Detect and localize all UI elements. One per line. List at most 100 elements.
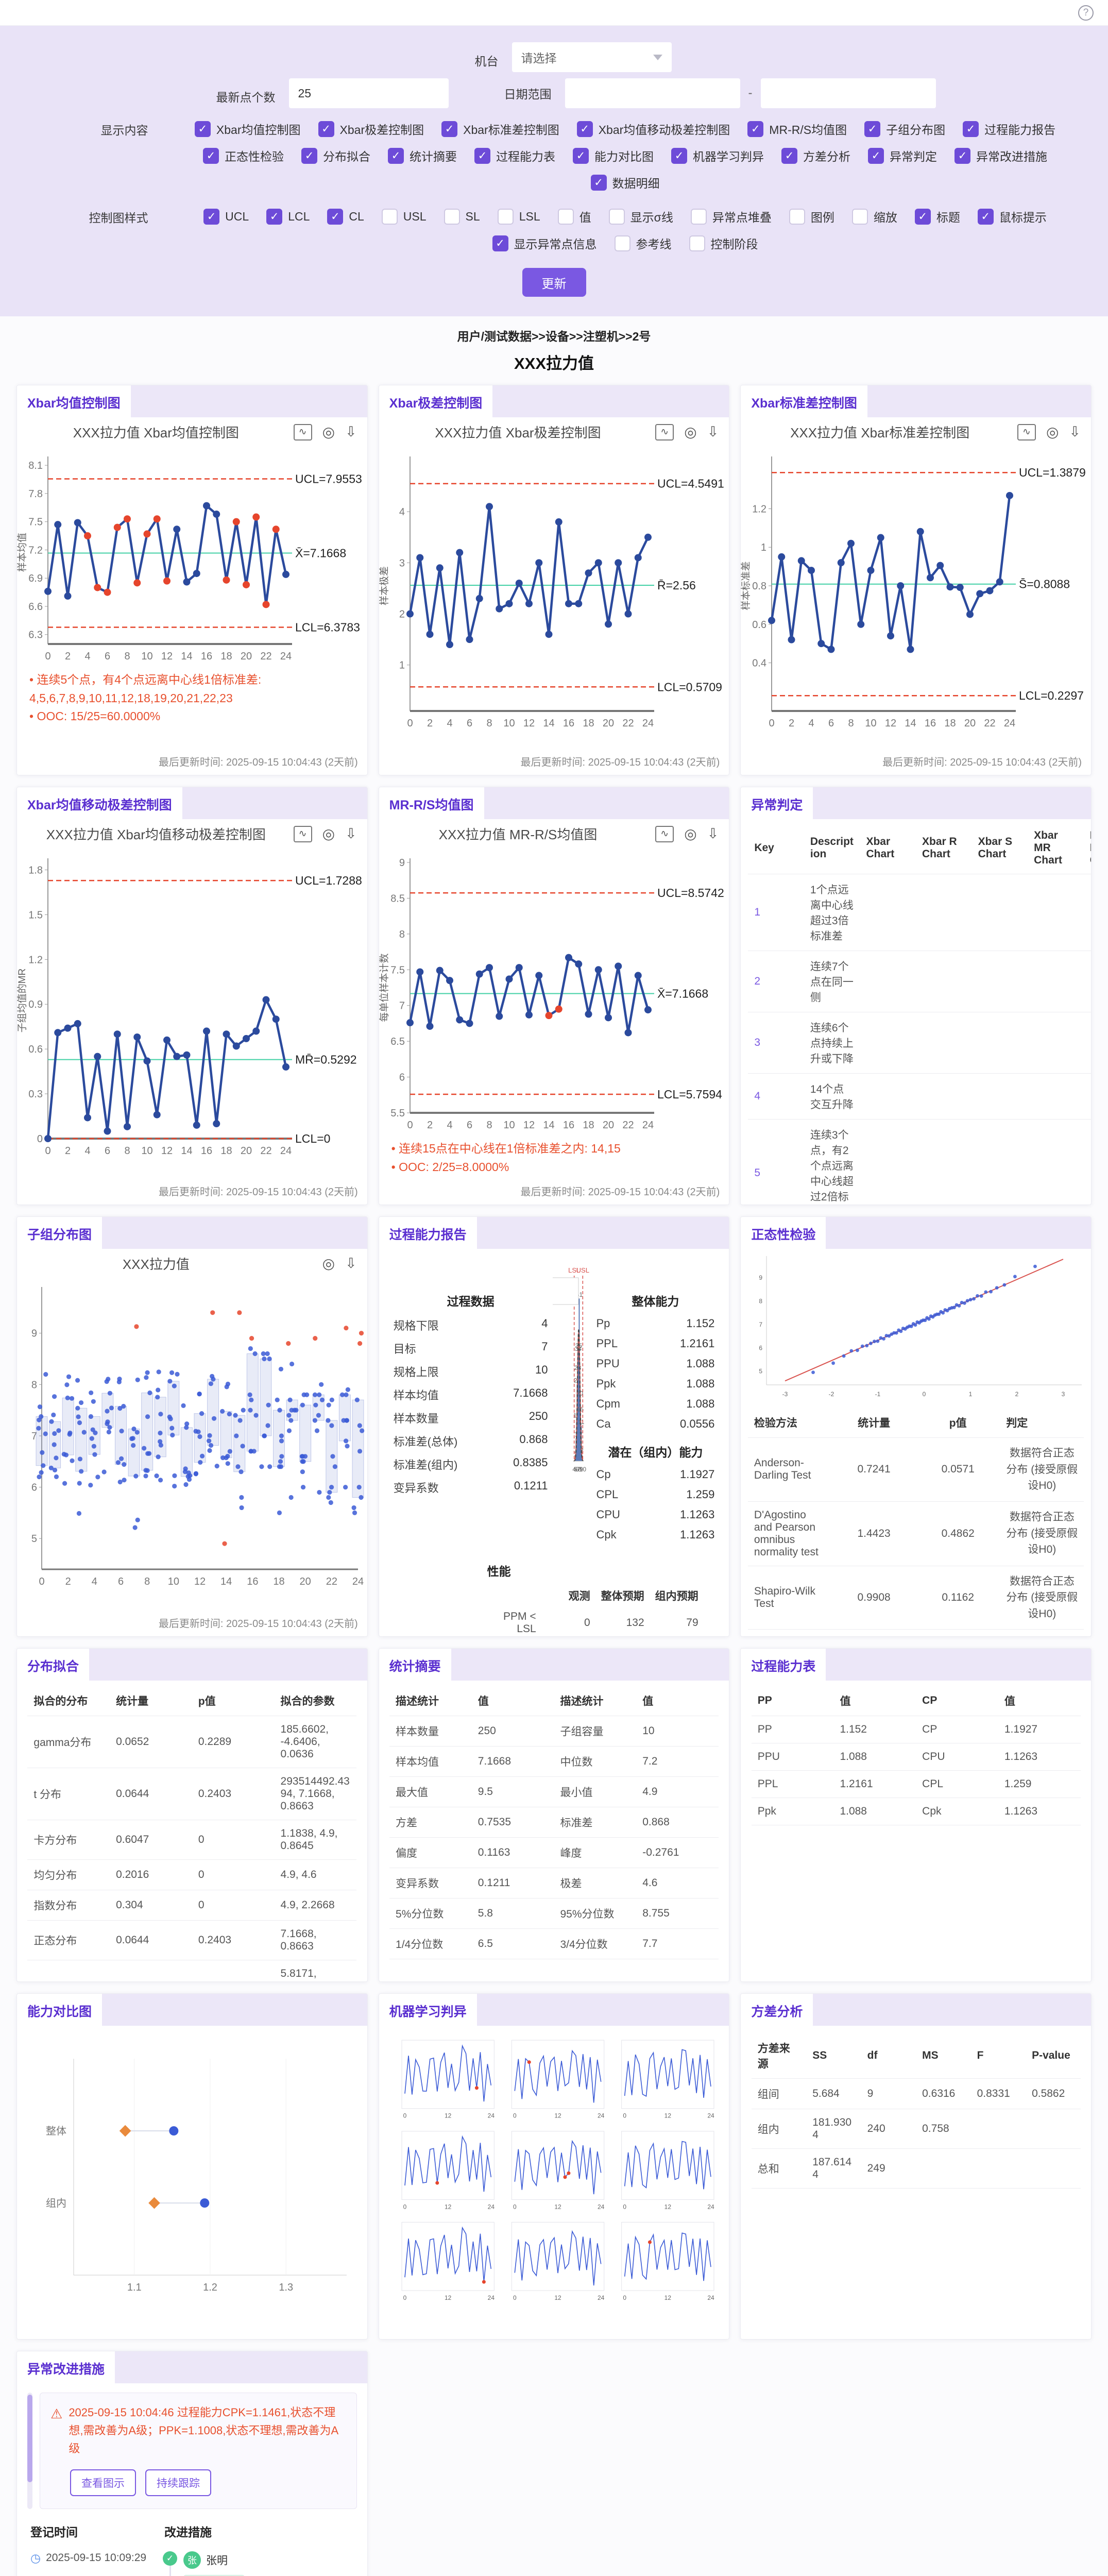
- checkbox-box[interactable]: ✓: [781, 147, 797, 164]
- scrollbar-thumb[interactable]: [27, 2395, 32, 2482]
- machine-select[interactable]: 请选择: [512, 42, 672, 72]
- checkbox-box[interactable]: ✓: [301, 147, 317, 164]
- checkbox-MR-R/S均值图[interactable]: ✓ MR-R/S均值图: [747, 120, 847, 138]
- checkbox-能力对比图[interactable]: ✓ 能力对比图: [573, 147, 654, 164]
- checkbox-Xbar极差控制图[interactable]: ✓ Xbar极差控制图: [318, 120, 424, 138]
- line-chart-icon[interactable]: ∿: [655, 825, 674, 842]
- help-icon[interactable]: ?: [1078, 5, 1094, 21]
- checkbox-box[interactable]: [381, 208, 398, 225]
- line-chart-icon[interactable]: ∿: [1017, 423, 1036, 440]
- checkbox-方差分析[interactable]: ✓ 方差分析: [781, 147, 850, 164]
- checkbox-鼠标提示[interactable]: ✓ 鼠标提示: [977, 208, 1047, 225]
- checkbox-Xbar标准差控制图[interactable]: ✓ Xbar标准差控制图: [441, 120, 559, 138]
- checkbox-USL[interactable]: USL: [381, 208, 427, 225]
- checkbox-box[interactable]: ✓: [318, 121, 334, 137]
- checkbox-box[interactable]: [851, 208, 868, 225]
- checkbox-box[interactable]: ✓: [203, 208, 220, 225]
- checkbox-box[interactable]: ✓: [492, 235, 508, 251]
- checkbox-显示异常点信息[interactable]: ✓ 显示异常点信息: [492, 234, 597, 252]
- line-chart-icon[interactable]: ∿: [293, 825, 312, 842]
- checkbox-box[interactable]: ✓: [747, 121, 764, 137]
- download-icon[interactable]: ⇩: [707, 826, 719, 841]
- eye-icon[interactable]: ◎: [322, 826, 335, 842]
- checkbox-SL[interactable]: SL: [444, 208, 480, 225]
- strip-plot[interactable]: 5 6 7 8 9 0 2 4 6 8 10 12 14 16 18 20 22 24: [17, 1279, 367, 1593]
- checkbox-box[interactable]: ✓: [576, 121, 593, 137]
- checkbox-box[interactable]: ✓: [573, 147, 589, 164]
- capability-histogram[interactable]: 1713242834355120157112LSLUSL45678910整体组内: [506, 1262, 591, 1479]
- keep-tracking-button[interactable]: 持续跟踪: [145, 2469, 211, 2496]
- line-chart-icon[interactable]: ∿: [293, 423, 312, 440]
- download-icon[interactable]: ⇩: [345, 826, 357, 841]
- checkbox-统计摘要[interactable]: ✓ 统计摘要: [388, 147, 457, 164]
- checkbox-缩放[interactable]: 缩放: [851, 208, 897, 225]
- date-start-input[interactable]: [565, 78, 740, 108]
- checkbox-图例[interactable]: 图例: [789, 208, 834, 225]
- eye-icon[interactable]: ◎: [1046, 424, 1059, 440]
- checkbox-box[interactable]: ✓: [864, 121, 881, 137]
- control-chart[interactable]: 样本均值 6.3 6.6 6.9 7.2 7.5 7.8 8.1 0 2 4 6 8 10 12 14 16 18…: [17, 447, 367, 669]
- checkbox-box[interactable]: ✓: [388, 147, 404, 164]
- checkbox-正态性检验[interactable]: ✓ 正态性检验: [203, 147, 284, 164]
- checkbox-box[interactable]: ✓: [590, 174, 607, 191]
- checkbox-过程能力表[interactable]: ✓ 过程能力表: [474, 147, 555, 164]
- checkbox-Xbar均值移动极差控制图[interactable]: ✓ Xbar均值移动极差控制图: [576, 120, 730, 138]
- checkbox-数据明细[interactable]: ✓ 数据明细: [590, 174, 660, 191]
- checkbox-box[interactable]: [789, 208, 805, 225]
- checkbox-box[interactable]: [689, 235, 705, 251]
- checkbox-box[interactable]: ✓: [977, 208, 994, 225]
- checkbox-box[interactable]: [444, 208, 460, 225]
- update-button[interactable]: 更新: [522, 268, 586, 297]
- checkbox-box[interactable]: ✓: [266, 208, 283, 225]
- checkbox-box[interactable]: [497, 208, 514, 225]
- checkbox-box[interactable]: ✓: [194, 121, 211, 137]
- checkbox-UCL[interactable]: ✓ UCL: [203, 208, 249, 225]
- checkbox-异常判定[interactable]: ✓ 异常判定: [868, 147, 937, 164]
- checkbox-box[interactable]: ✓: [868, 147, 884, 164]
- checkbox-Xbar均值控制图[interactable]: ✓ Xbar均值控制图: [194, 120, 301, 138]
- qq-plot[interactable]: 5 6 7 8 9 -3 -2 -1 0 1 2 3: [741, 1249, 1091, 1403]
- control-chart[interactable]: 样本极差 1 2 3 4 0 2 4 6 8 10 12 14 16 18 20 22 24 UCL=4.5491 R…: [379, 447, 729, 736]
- control-chart[interactable]: 每单位样本计数 5.5 6 6.5 7 7.5 8 8.5 9 0 2 4 6 8 10 12 14 16 18 20…: [379, 849, 729, 1138]
- checkbox-box[interactable]: [557, 208, 574, 225]
- checkbox-box[interactable]: [614, 235, 630, 251]
- checkbox-box[interactable]: ✓: [203, 147, 219, 164]
- checkbox-控制阶段[interactable]: 控制阶段: [689, 234, 758, 252]
- checkbox-box[interactable]: ✓: [963, 121, 979, 137]
- checkbox-显示σ线[interactable]: 显示σ线: [608, 208, 673, 225]
- checkbox-CL[interactable]: ✓ CL: [327, 208, 364, 225]
- checkbox-分布拟合[interactable]: ✓ 分布拟合: [301, 147, 370, 164]
- checkbox-标题[interactable]: ✓ 标题: [914, 208, 960, 225]
- control-chart[interactable]: 样本标准差 0.4 0.6 0.8 1 1.2 0 2 4 6 8 10 12 14 16 18 20 22 24 U…: [741, 447, 1091, 736]
- checkbox-过程能力报告[interactable]: ✓ 过程能力报告: [963, 120, 1055, 138]
- download-icon[interactable]: ⇩: [1069, 424, 1081, 439]
- checkbox-box[interactable]: ✓: [441, 121, 458, 137]
- line-chart-icon[interactable]: ∿: [655, 423, 674, 440]
- eye-icon[interactable]: ◎: [684, 424, 697, 440]
- download-icon[interactable]: ⇩: [345, 1256, 357, 1271]
- checkbox-LSL[interactable]: LSL: [497, 208, 540, 225]
- checkbox-box[interactable]: ✓: [954, 147, 970, 164]
- checkbox-异常点堆叠[interactable]: 异常点堆叠: [690, 208, 772, 225]
- checkbox-box[interactable]: ✓: [327, 208, 344, 225]
- eye-icon[interactable]: ◎: [322, 1256, 335, 1272]
- checkbox-box[interactable]: ✓: [474, 147, 490, 164]
- checkbox-box[interactable]: ✓: [914, 208, 931, 225]
- checkbox-box[interactable]: [690, 208, 707, 225]
- checkbox-值[interactable]: 值: [557, 208, 591, 225]
- checkbox-box[interactable]: ✓: [671, 147, 687, 164]
- control-chart[interactable]: 子组均值的MR 0 0.3 0.6 0.9 1.2 1.5 1.8 0 2 4 6 8 10 12 14 16 1…: [17, 849, 367, 1163]
- download-icon[interactable]: ⇩: [345, 424, 357, 439]
- ml-sparkline-grid[interactable]: 0 12 24 0 12 24 0 12 24 0 12 24 0 12 24 0 12 24 0 12 24 0 12 24…: [379, 2033, 729, 2321]
- checkbox-子组分布图[interactable]: ✓ 子组分布图: [864, 120, 945, 138]
- date-end-input[interactable]: [760, 78, 936, 108]
- capability-compare-chart[interactable]: 1.1 1.2 1.3 整体 组内: [17, 2038, 367, 2306]
- download-icon[interactable]: ⇩: [707, 424, 719, 439]
- checkbox-异常改进措施[interactable]: ✓ 异常改进措施: [954, 147, 1047, 164]
- eye-icon[interactable]: ◎: [684, 826, 697, 842]
- checkbox-LCL[interactable]: ✓ LCL: [266, 208, 310, 225]
- eye-icon[interactable]: ◎: [322, 424, 335, 440]
- checkbox-机器学习判异[interactable]: ✓ 机器学习判异: [671, 147, 764, 164]
- view-chart-button[interactable]: 查看图示: [70, 2469, 136, 2496]
- latest-count-input[interactable]: [288, 78, 449, 108]
